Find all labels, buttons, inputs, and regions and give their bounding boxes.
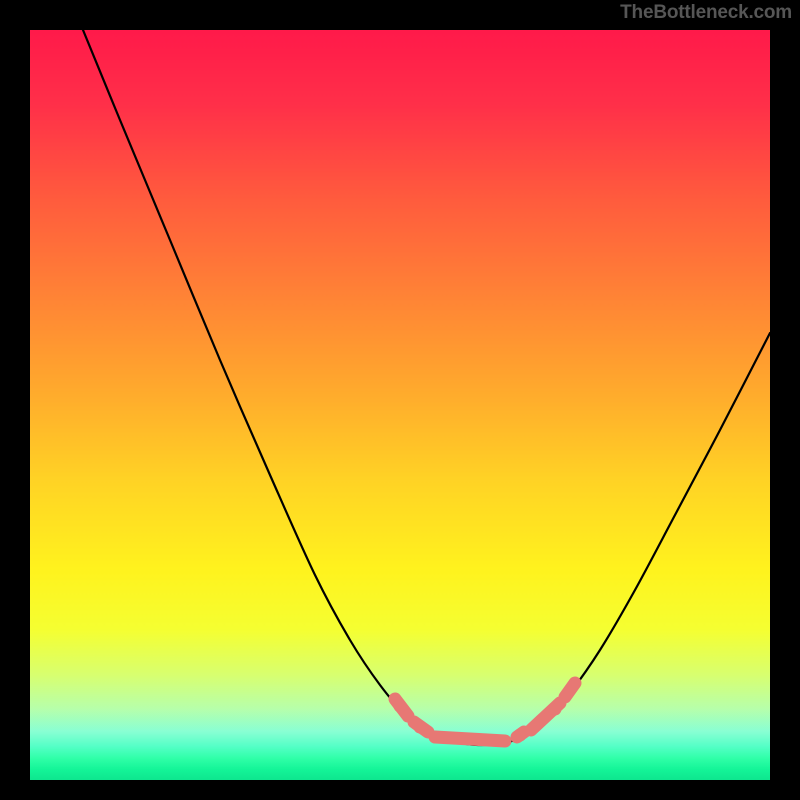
chart-frame: TheBottleneck.com bbox=[0, 0, 800, 800]
plot-area bbox=[30, 30, 770, 780]
plot-background-gradient bbox=[30, 30, 770, 780]
watermark-text: TheBottleneck.com bbox=[620, 2, 792, 24]
